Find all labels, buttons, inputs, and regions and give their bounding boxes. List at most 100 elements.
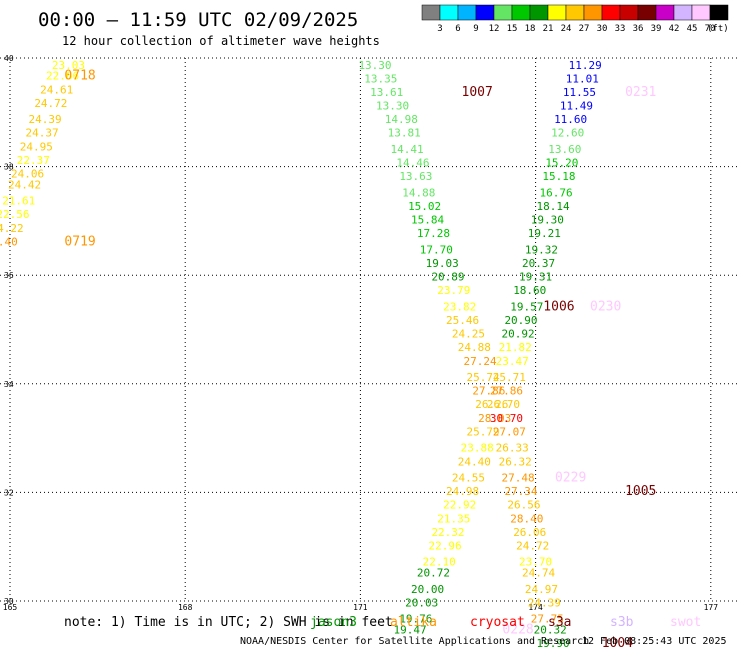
wave-height-value: 24.37 [26, 127, 59, 140]
wave-height-value: 22.66 [46, 70, 79, 83]
wave-height-value: 20.72 [417, 567, 450, 580]
colorbar-swatch [421, 4, 441, 21]
wave-height-value: 20.90 [504, 314, 537, 327]
wave-height-value: 27.40 [0, 235, 18, 248]
legend-s3b: s3b [610, 615, 634, 630]
colorbar-swatch [655, 4, 675, 21]
wave-height-value: 22.10 [423, 556, 456, 569]
y-tick-label: 30 [4, 597, 14, 606]
x-tick-label: 165 [3, 603, 18, 612]
wave-height-value: 15.02 [408, 200, 441, 213]
legend-altika: altika [390, 615, 437, 630]
wave-height-value: 13.81 [388, 127, 421, 140]
legend-jason3: jason3 [310, 615, 357, 630]
x-tick-label: 177 [704, 603, 719, 612]
wave-height-value: 20.32 [534, 624, 567, 637]
wave-height-value: 27.86 [472, 385, 505, 398]
wave-height-value: 24.72 [516, 539, 549, 552]
wave-height-value: 23.70 [519, 556, 552, 569]
colorbar-label: 24 [561, 24, 572, 34]
wave-height-value: 24.55 [452, 472, 485, 485]
wave-height-value: 11.49 [560, 100, 593, 113]
wave-height-value: 24.97 [525, 583, 558, 596]
wave-height-value: 11.01 [566, 72, 599, 85]
wave-height-value: 12.60 [551, 127, 584, 140]
wave-height-value: 14.46 [396, 157, 429, 170]
wave-height-value: 27.86 [490, 385, 523, 398]
wave-height-value: 22.92 [443, 499, 476, 512]
wave-height-value: 17.28 [417, 227, 450, 240]
wave-height-value: 11.55 [563, 86, 596, 99]
wave-height-value: 15.18 [542, 170, 575, 183]
colorbar-label: 27 [579, 24, 590, 34]
wave-height-value: 26.56 [507, 499, 540, 512]
wave-height-value: 19.76 [399, 613, 432, 626]
wave-height-value: 13.30 [358, 59, 391, 72]
wave-height-value: 27.07 [493, 425, 526, 438]
colorbar-swatch [493, 4, 513, 21]
colorbar-label: 12 [489, 24, 500, 34]
colorbar-swatch [601, 4, 621, 21]
colorbar-label: 39 [651, 24, 662, 34]
wave-height-value: 14.41 [391, 143, 424, 156]
colorbar-label: 36 [633, 24, 644, 34]
wave-height-value: 20.00 [411, 583, 444, 596]
colorbar-unit: (ft) [707, 24, 729, 34]
wave-height-value: 26.33 [496, 442, 529, 455]
wave-height-value: 13.60 [548, 143, 581, 156]
x-tick-label: 171 [353, 603, 368, 612]
pass-time-label: 1007 [462, 85, 493, 100]
chart-title: 00:00 – 11:59 UTC 02/09/2025 [38, 9, 358, 31]
wave-height-value: 24.74 [522, 567, 555, 580]
wave-height-value: 22.37 [17, 154, 50, 167]
x-tick-label: 174 [528, 603, 543, 612]
wave-height-value: 23.82 [443, 300, 476, 313]
wave-height-value: 23.47 [496, 355, 529, 368]
y-tick-label: 38 [4, 163, 14, 172]
colorbar-swatch [529, 4, 549, 21]
wave-height-value: 26.26 [475, 398, 508, 411]
wave-height-value: 11.60 [554, 113, 587, 126]
data-points: 23.0322.6624.6124.7224.3924.3724.9522.37… [0, 59, 602, 650]
colorbar-label: 3 [437, 24, 442, 34]
wave-height-value: 23.03 [52, 59, 85, 72]
colorbar-swatch [691, 4, 711, 21]
colorbar-swatch [637, 4, 657, 21]
wave-height-value: 24.39 [28, 113, 61, 126]
wave-height-value: 27.24 [464, 355, 497, 368]
y-tick-label: 32 [4, 488, 14, 497]
wave-height-value: 28.40 [510, 512, 543, 525]
wave-height-value: 18.60 [513, 284, 546, 297]
colorbar-label: 42 [669, 24, 680, 34]
colorbar-swatch [457, 4, 477, 21]
wave-height-value: 30.70 [490, 412, 523, 425]
wave-height-value: 24.98 [446, 485, 479, 498]
colorbar-swatch [439, 4, 459, 21]
wave-height-value: 21.61 [2, 195, 35, 208]
wave-height-value: 24.22 [0, 222, 24, 235]
x-tick-label: 168 [178, 603, 193, 612]
wave-height-value: 24.42 [8, 178, 41, 191]
wave-height-value: 24.72 [34, 97, 67, 110]
wave-height-value: 13.63 [399, 170, 432, 183]
satellite-legend: jason3 altika cryosat s3a s3b swot [310, 615, 701, 630]
wave-height-value: 24.25 [452, 328, 485, 341]
wave-height-value: 14.98 [385, 113, 418, 126]
colorbar-swatch [511, 4, 531, 21]
wave-height-value: 24.61 [40, 83, 73, 96]
wave-height-value: 13.30 [376, 100, 409, 113]
wave-height-value: 25.74 [466, 371, 499, 384]
wave-height-value: 26.32 [499, 455, 532, 468]
pass-time-label: 0718 [64, 69, 95, 84]
wave-height-value: 24.88 [458, 341, 491, 354]
legend-s3a: s3a [548, 615, 571, 630]
colorbar-label: 70 [705, 24, 716, 34]
pass-time-label: 0229 [555, 471, 586, 486]
wave-height-value: 14.88 [402, 186, 435, 199]
wave-height-value: 13.35 [364, 72, 397, 85]
colorbar-label: 9 [473, 24, 478, 34]
wave-height-value: 20.89 [431, 271, 464, 284]
wave-height-value: 15.20 [545, 157, 578, 170]
pass-time-label: 1005 [625, 484, 656, 499]
